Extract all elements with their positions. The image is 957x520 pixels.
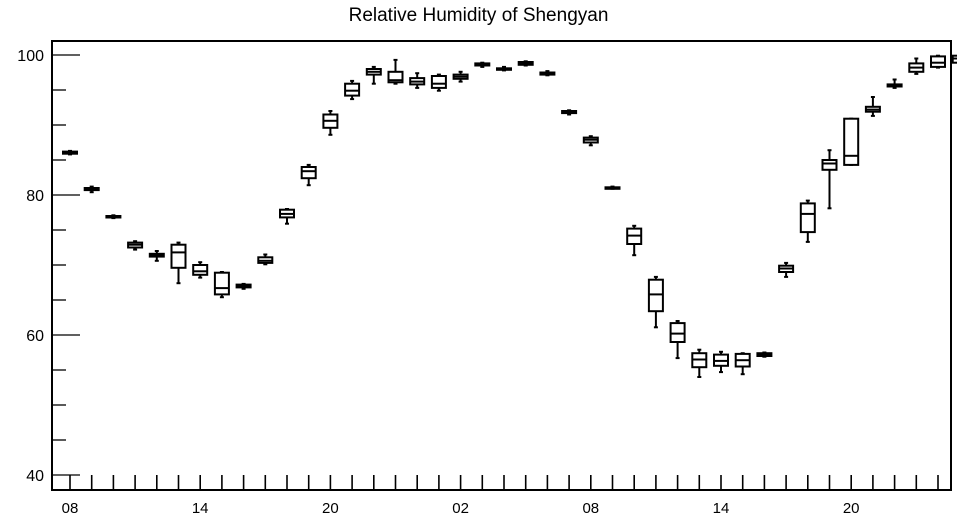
y-axis: 40 60 80 100 [17,48,80,485]
box-body [930,55,946,68]
box-38 [886,78,903,89]
box-2 [105,214,122,220]
x-axis: 081420020814200208 [62,475,939,517]
box-41 [951,54,957,64]
box-23 [561,109,578,116]
x-tick-label: 08 [582,500,599,517]
box-body [843,117,860,166]
y-tick-label: 100 [17,48,44,65]
x-tick-label: 14 [192,500,209,517]
box-22 [539,70,556,77]
chart-title: Relative Humidity of Shengyan [348,5,609,26]
box-32 [756,351,773,358]
box-16 [409,72,426,89]
x-tick-label: 20 [322,500,339,517]
box-5 [170,241,187,285]
box-31 [734,352,751,376]
box-34 [799,199,816,243]
box-3 [127,240,144,251]
box-36 [843,117,860,166]
box-28 [669,320,686,360]
box-body [430,75,447,89]
box-20 [496,65,512,72]
box-37 [864,96,881,117]
box-12 [322,110,339,136]
box-10 [279,208,295,225]
x-tick-label: 20 [843,500,860,517]
box-26 [626,224,643,257]
box-8 [235,282,252,290]
box-15 [387,58,404,85]
box-27 [647,275,664,329]
box-14 [365,65,382,85]
box-body [344,82,361,97]
box-body [647,278,664,313]
box-19 [474,61,491,68]
y-tick-label: 60 [26,328,44,345]
box-40 [930,54,946,69]
box-11 [300,163,317,187]
box-9 [257,253,274,266]
box-body [213,271,230,296]
boxes-layer [62,54,957,378]
box-body [821,159,838,171]
box-body [170,243,187,269]
plot-frame [51,40,952,491]
box-6 [192,261,209,279]
box-body [799,202,816,234]
box-body [300,166,317,180]
box-body [669,322,686,344]
box-body [387,70,404,84]
box-13 [344,79,361,101]
y-tick-label: 80 [26,188,44,205]
y-tick-label: 40 [26,468,44,485]
box-35 [821,149,838,210]
x-tick-label: 08 [62,500,79,517]
box-30 [713,350,729,374]
box-18 [452,70,469,83]
box-7 [213,271,230,299]
box-0 [62,149,78,156]
box-4 [148,250,165,262]
box-17 [430,73,447,92]
box-39 [908,57,925,75]
box-body [192,264,209,276]
box-24 [582,135,599,147]
box-25 [604,185,621,190]
x-tick-label: 14 [713,500,730,517]
box-21 [517,60,534,67]
x-tick-label: 02 [452,500,469,517]
box-29 [691,348,708,378]
box-33 [778,261,795,278]
box-1 [83,185,100,194]
